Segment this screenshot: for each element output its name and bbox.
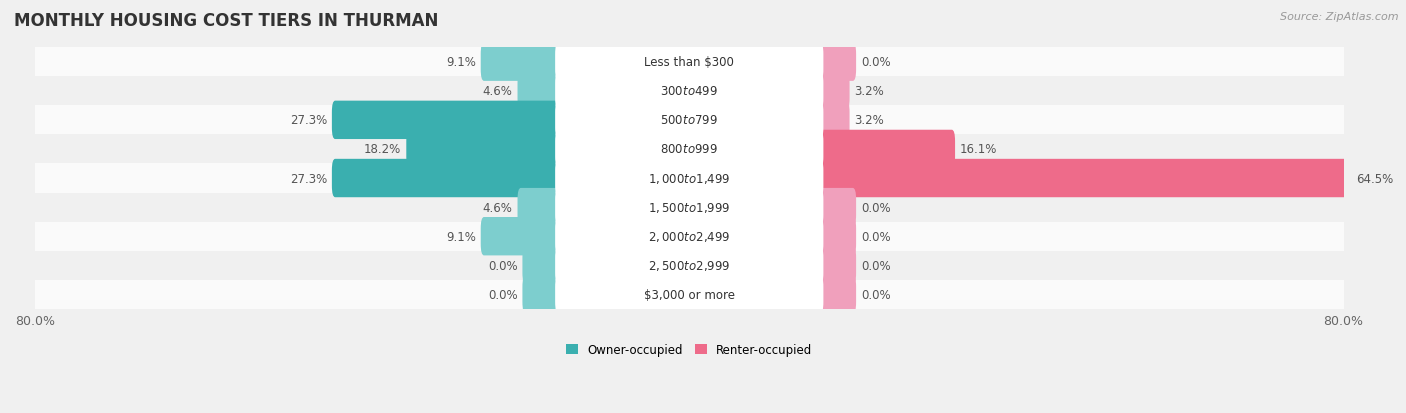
Text: 27.3%: 27.3% (290, 114, 328, 127)
FancyBboxPatch shape (817, 188, 856, 227)
FancyBboxPatch shape (817, 102, 849, 140)
Text: 0.0%: 0.0% (860, 230, 890, 243)
Legend: Owner-occupied, Renter-occupied: Owner-occupied, Renter-occupied (561, 338, 817, 361)
Text: MONTHLY HOUSING COST TIERS IN THURMAN: MONTHLY HOUSING COST TIERS IN THURMAN (14, 12, 439, 30)
Text: 27.3%: 27.3% (290, 172, 328, 185)
FancyBboxPatch shape (817, 247, 856, 285)
Text: 0.0%: 0.0% (488, 259, 517, 272)
FancyBboxPatch shape (523, 247, 561, 285)
FancyBboxPatch shape (517, 72, 561, 111)
Text: 64.5%: 64.5% (1355, 172, 1393, 185)
FancyBboxPatch shape (817, 218, 856, 256)
FancyBboxPatch shape (555, 188, 824, 227)
Text: 0.0%: 0.0% (860, 259, 890, 272)
FancyBboxPatch shape (481, 43, 561, 82)
Text: $300 to $499: $300 to $499 (661, 85, 718, 98)
FancyBboxPatch shape (555, 247, 824, 285)
Text: $1,500 to $1,999: $1,500 to $1,999 (648, 201, 731, 215)
FancyBboxPatch shape (18, 164, 1360, 193)
FancyBboxPatch shape (332, 102, 561, 140)
FancyBboxPatch shape (817, 159, 1351, 198)
FancyBboxPatch shape (406, 131, 561, 169)
FancyBboxPatch shape (817, 72, 849, 111)
FancyBboxPatch shape (817, 43, 856, 82)
FancyBboxPatch shape (18, 48, 1360, 77)
Text: 4.6%: 4.6% (482, 85, 513, 98)
Text: $800 to $999: $800 to $999 (661, 143, 718, 156)
FancyBboxPatch shape (332, 159, 561, 198)
FancyBboxPatch shape (817, 275, 856, 314)
Text: 16.1%: 16.1% (960, 143, 997, 156)
FancyBboxPatch shape (18, 251, 1360, 280)
Text: 0.0%: 0.0% (860, 56, 890, 69)
FancyBboxPatch shape (555, 72, 824, 111)
FancyBboxPatch shape (555, 218, 824, 256)
FancyBboxPatch shape (18, 193, 1360, 222)
FancyBboxPatch shape (18, 106, 1360, 135)
Text: $2,000 to $2,499: $2,000 to $2,499 (648, 230, 731, 244)
FancyBboxPatch shape (517, 188, 561, 227)
Text: $1,000 to $1,499: $1,000 to $1,499 (648, 172, 731, 185)
FancyBboxPatch shape (18, 280, 1360, 309)
Text: 9.1%: 9.1% (446, 230, 475, 243)
Text: 4.6%: 4.6% (482, 201, 513, 214)
Text: 0.0%: 0.0% (488, 288, 517, 301)
Text: Source: ZipAtlas.com: Source: ZipAtlas.com (1281, 12, 1399, 22)
Text: 0.0%: 0.0% (860, 288, 890, 301)
FancyBboxPatch shape (555, 102, 824, 140)
Text: 0.0%: 0.0% (860, 201, 890, 214)
Text: 3.2%: 3.2% (855, 114, 884, 127)
FancyBboxPatch shape (523, 275, 561, 314)
FancyBboxPatch shape (555, 275, 824, 314)
FancyBboxPatch shape (18, 135, 1360, 164)
Text: $3,000 or more: $3,000 or more (644, 288, 735, 301)
FancyBboxPatch shape (18, 77, 1360, 106)
Text: 18.2%: 18.2% (364, 143, 401, 156)
FancyBboxPatch shape (18, 222, 1360, 251)
FancyBboxPatch shape (555, 159, 824, 198)
Text: 9.1%: 9.1% (446, 56, 475, 69)
Text: $500 to $799: $500 to $799 (661, 114, 718, 127)
Text: $2,500 to $2,999: $2,500 to $2,999 (648, 259, 731, 273)
FancyBboxPatch shape (555, 43, 824, 82)
FancyBboxPatch shape (481, 218, 561, 256)
Text: 3.2%: 3.2% (855, 85, 884, 98)
FancyBboxPatch shape (817, 131, 955, 169)
FancyBboxPatch shape (555, 131, 824, 169)
Text: Less than $300: Less than $300 (644, 56, 734, 69)
